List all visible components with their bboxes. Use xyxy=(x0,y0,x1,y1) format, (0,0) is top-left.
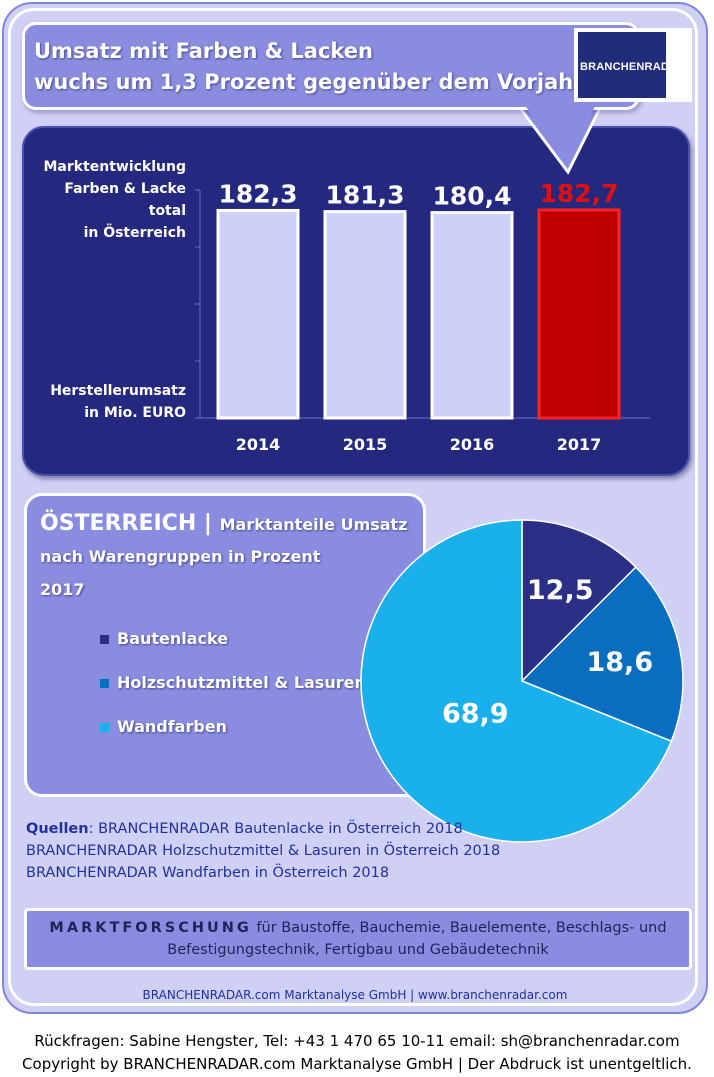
bar-value-label: 182,7 xyxy=(539,179,618,208)
pie-legend-box xyxy=(24,493,426,797)
bar-chart-ylabel-line: in Mio. EURO xyxy=(84,405,186,421)
headline: Umsatz mit Farben & Lacken wuchs um 1,3 … xyxy=(34,36,584,98)
marktforschung-text-line2: Befestigungstechnik, Fertigbau und Gebäu… xyxy=(167,942,549,958)
headline-line1: Umsatz mit Farben & Lacken xyxy=(34,39,374,63)
logo-text: BRANCHENRADAR xyxy=(580,61,686,73)
legend-label: Bautenlacke xyxy=(117,629,229,648)
bar-value-label: 182,3 xyxy=(218,179,297,208)
copyright-line: Copyright by BRANCHENRADAR.com Marktanal… xyxy=(22,1055,692,1073)
logo-background xyxy=(578,32,666,98)
pie-subtitle-line1: Marktanteile Umsatz xyxy=(219,515,408,534)
legend-item-bautenlacke: Bautenlacke xyxy=(100,629,228,648)
footer-url[interactable]: BRANCHENRADAR.com Marktanalyse GmbH | ww… xyxy=(142,988,568,1002)
sources-label: Quellen xyxy=(26,821,89,837)
bar-category-label: 2014 xyxy=(236,435,281,454)
legend-swatch xyxy=(100,679,109,688)
source-line: : BRANCHENRADAR Bautenlacke in Österreic… xyxy=(88,821,463,837)
legend-label: Wandfarben xyxy=(117,717,228,736)
pie-separator: | xyxy=(196,511,220,536)
pie-title: ÖSTERREICH | Marktanteile Umsatz nach Wa… xyxy=(40,511,408,599)
bar-chart: 182,3 2014 181,3 2015 180,4 2016 182,7 2017 xyxy=(195,179,650,454)
bar-2017 xyxy=(537,208,621,420)
bar-value-label: 180,4 xyxy=(432,182,511,211)
bar-chart-ylabel-line: Herstellerumsatz xyxy=(50,383,186,399)
bar-chart-ylabel: Herstellerumsatz in Mio. EURO xyxy=(40,380,186,424)
sources: Quellen: BRANCHENRADAR Bautenlacke in Ös… xyxy=(26,818,500,884)
branchenradar-logo: BRANCHENRADAR xyxy=(574,28,692,102)
pie-year: 2017 xyxy=(40,580,85,599)
legend-label: Holzschutzmittel & Lasuren xyxy=(117,673,366,692)
bar-chart-title-line: total xyxy=(148,203,186,219)
source-line: BRANCHENRADAR Wandfarben in Österreich 2… xyxy=(26,865,390,881)
headline-box xyxy=(22,22,640,110)
marktforschung-text: für Baustoffe, Bauchemie, Bauelemente, B… xyxy=(251,920,667,936)
legend-swatch xyxy=(100,635,109,644)
bottom-contact: Rückfragen: Sabine Hengster, Tel: +43 1 … xyxy=(0,1030,714,1076)
legend-item-wandfarben: Wandfarben xyxy=(100,717,227,736)
legend-swatch xyxy=(100,723,109,732)
bar-2016 xyxy=(430,211,514,420)
bar-value-label: 181,3 xyxy=(325,181,404,210)
legend-item-holzschutz: Holzschutzmittel & Lasuren xyxy=(100,673,366,692)
bar-category-label: 2015 xyxy=(343,435,388,454)
marktforschung-box: MARKTFORSCHUNG für Baustoffe, Bauchemie,… xyxy=(24,908,692,970)
callout-tail-cover xyxy=(524,104,596,166)
pie-subtitle-line2: nach Warengruppen in Prozent xyxy=(40,547,321,566)
marktforschung-title: MARKTFORSCHUNG xyxy=(49,920,252,936)
bar-chart-title-line: Marktentwicklung xyxy=(43,159,186,175)
source-line: BRANCHENRADAR Holzschutzmittel & Lasuren… xyxy=(26,843,501,859)
pie-country: ÖSTERREICH xyxy=(40,511,197,536)
bar-2014 xyxy=(216,208,300,420)
headline-line2: wuchs um 1,3 Prozent gegenüber dem Vorja… xyxy=(34,70,584,94)
bar-category-label: 2017 xyxy=(557,435,602,454)
bar-chart-title: Marktentwicklung Farben & Lacke total in… xyxy=(40,156,186,244)
bar-category-label: 2016 xyxy=(450,435,495,454)
bar-2015 xyxy=(323,210,407,420)
bar-chart-title-line: in Österreich xyxy=(83,225,186,241)
contact-line[interactable]: Rückfragen: Sabine Hengster, Tel: +43 1 … xyxy=(34,1032,680,1050)
bar-chart-title-line: Farben & Lacke xyxy=(64,181,186,197)
